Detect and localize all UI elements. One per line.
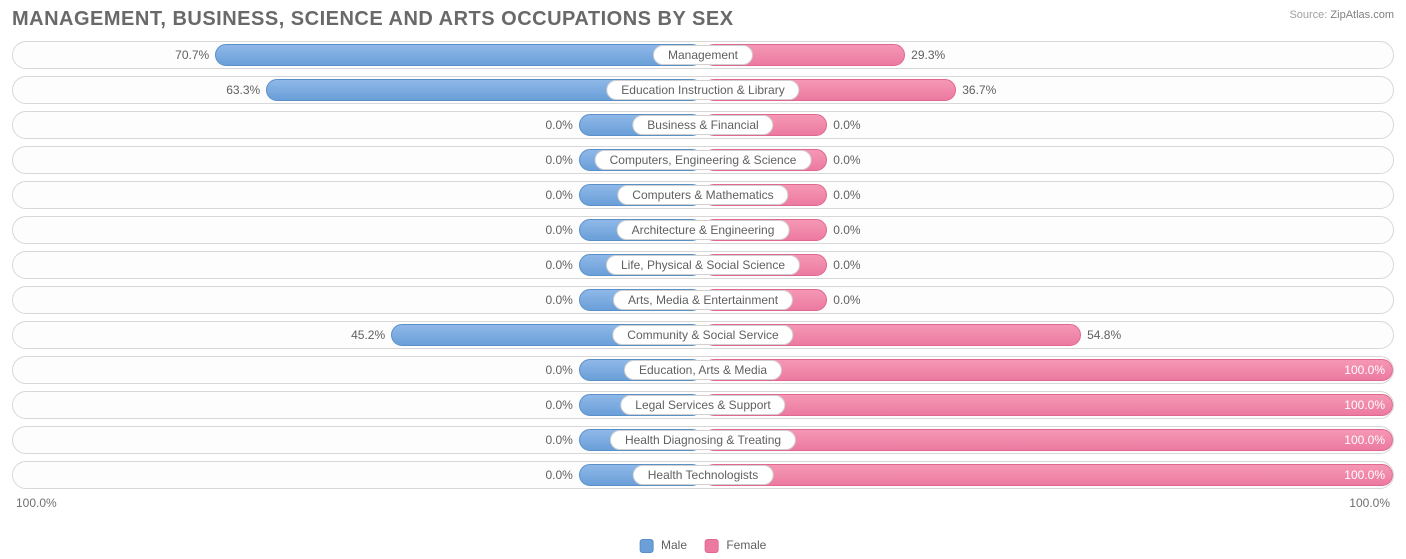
male-half: 45.2% (13, 322, 703, 348)
male-half: 0.0% (13, 182, 703, 208)
female-half: 100.0% (703, 462, 1393, 488)
legend-male: Male (640, 538, 687, 553)
male-pct-label: 0.0% (545, 153, 572, 167)
male-pct-label: 63.3% (226, 83, 260, 97)
category-label: Business & Financial (632, 115, 773, 135)
female-pct-label: 54.8% (1087, 328, 1121, 342)
category-label: Education, Arts & Media (624, 360, 782, 380)
chart-row: 70.7% 29.3% Management (12, 41, 1394, 69)
source-value: ZipAtlas.com (1330, 9, 1394, 21)
male-half: 0.0% (13, 357, 703, 383)
legend-female-label: Female (726, 538, 766, 552)
male-pct-label: 0.0% (545, 118, 572, 132)
female-half: 100.0% (703, 392, 1393, 418)
female-pct-label: 0.0% (833, 188, 860, 202)
female-half: 0.0% (703, 252, 1393, 278)
female-bar (703, 464, 1393, 486)
chart-row: 45.2% 54.8% Community & Social Service (12, 321, 1394, 349)
female-half: 0.0% (703, 217, 1393, 243)
legend: Male Female (640, 538, 767, 553)
category-label: Arts, Media & Entertainment (613, 290, 793, 310)
axis-right-label: 100.0% (1349, 496, 1390, 510)
category-label: Computers & Mathematics (617, 185, 788, 205)
source-attribution: Source: ZipAtlas.com (1289, 8, 1394, 22)
male-pct-label: 0.0% (545, 398, 572, 412)
female-pct-label: 0.0% (833, 293, 860, 307)
male-pct-label: 45.2% (351, 328, 385, 342)
male-pct-label: 0.0% (545, 468, 572, 482)
category-label: Health Diagnosing & Treating (610, 430, 796, 450)
chart-row: 0.0% 0.0% Computers & Mathematics (12, 181, 1394, 209)
chart-title: MANAGEMENT, BUSINESS, SCIENCE AND ARTS O… (12, 8, 734, 31)
male-pct-label: 0.0% (545, 258, 572, 272)
female-pct-label: 0.0% (833, 153, 860, 167)
category-label: Computers, Engineering & Science (595, 150, 812, 170)
female-pct-label: 100.0% (1344, 433, 1385, 447)
legend-female: Female (705, 538, 766, 553)
female-swatch-icon (705, 539, 719, 553)
chart-row: 0.0% 100.0% Health Diagnosing & Treating (12, 426, 1394, 454)
male-half: 0.0% (13, 392, 703, 418)
female-pct-label: 100.0% (1344, 363, 1385, 377)
category-label: Community & Social Service (612, 325, 793, 345)
male-pct-label: 0.0% (545, 363, 572, 377)
category-label: Architecture & Engineering (617, 220, 790, 240)
header: MANAGEMENT, BUSINESS, SCIENCE AND ARTS O… (12, 8, 1394, 31)
female-pct-label: 0.0% (833, 223, 860, 237)
male-half: 63.3% (13, 77, 703, 103)
male-half: 0.0% (13, 427, 703, 453)
chart-row: 0.0% 0.0% Architecture & Engineering (12, 216, 1394, 244)
male-pct-label: 0.0% (545, 223, 572, 237)
female-half: 54.8% (703, 322, 1393, 348)
male-half: 0.0% (13, 252, 703, 278)
source-label: Source: (1289, 9, 1327, 21)
male-pct-label: 0.0% (545, 188, 572, 202)
legend-male-label: Male (661, 538, 687, 552)
chart-row: 0.0% 0.0% Arts, Media & Entertainment (12, 286, 1394, 314)
male-pct-label: 0.0% (545, 293, 572, 307)
axis-left-label: 100.0% (16, 496, 57, 510)
category-label: Legal Services & Support (620, 395, 785, 415)
male-pct-label: 0.0% (545, 433, 572, 447)
category-label: Life, Physical & Social Science (606, 255, 800, 275)
male-half: 0.0% (13, 462, 703, 488)
category-label: Management (653, 45, 753, 65)
chart-row: 0.0% 100.0% Education, Arts & Media (12, 356, 1394, 384)
male-pct-label: 70.7% (175, 48, 209, 62)
male-half: 0.0% (13, 217, 703, 243)
chart-row: 0.0% 100.0% Legal Services & Support (12, 391, 1394, 419)
chart-row: 0.0% 0.0% Business & Financial (12, 111, 1394, 139)
female-half: 0.0% (703, 182, 1393, 208)
female-half: 100.0% (703, 357, 1393, 383)
male-half: 0.0% (13, 287, 703, 313)
female-half: 29.3% (703, 42, 1393, 68)
chart-row: 0.0% 0.0% Computers, Engineering & Science (12, 146, 1394, 174)
female-pct-label: 0.0% (833, 258, 860, 272)
category-label: Education Instruction & Library (606, 80, 799, 100)
female-half: 0.0% (703, 287, 1393, 313)
diverging-bar-chart: 70.7% 29.3% Management 63.3% 36.7% Education … (12, 41, 1394, 489)
female-pct-label: 29.3% (911, 48, 945, 62)
female-bar (703, 429, 1393, 451)
female-pct-label: 100.0% (1344, 398, 1385, 412)
male-half: 0.0% (13, 112, 703, 138)
male-half: 70.7% (13, 42, 703, 68)
female-half: 100.0% (703, 427, 1393, 453)
male-swatch-icon (640, 539, 654, 553)
axis-labels: 100.0% 100.0% (12, 496, 1394, 510)
female-bar (703, 359, 1393, 381)
category-label: Health Technologists (633, 465, 774, 485)
chart-row: 63.3% 36.7% Education Instruction & Librar… (12, 76, 1394, 104)
female-half: 36.7% (703, 77, 1393, 103)
chart-row: 0.0% 100.0% Health Technologists (12, 461, 1394, 489)
female-bar (703, 394, 1393, 416)
male-bar (215, 44, 703, 66)
female-pct-label: 100.0% (1344, 468, 1385, 482)
female-pct-label: 36.7% (962, 83, 996, 97)
chart-row: 0.0% 0.0% Life, Physical & Social Science (12, 251, 1394, 279)
female-half: 0.0% (703, 112, 1393, 138)
female-pct-label: 0.0% (833, 118, 860, 132)
